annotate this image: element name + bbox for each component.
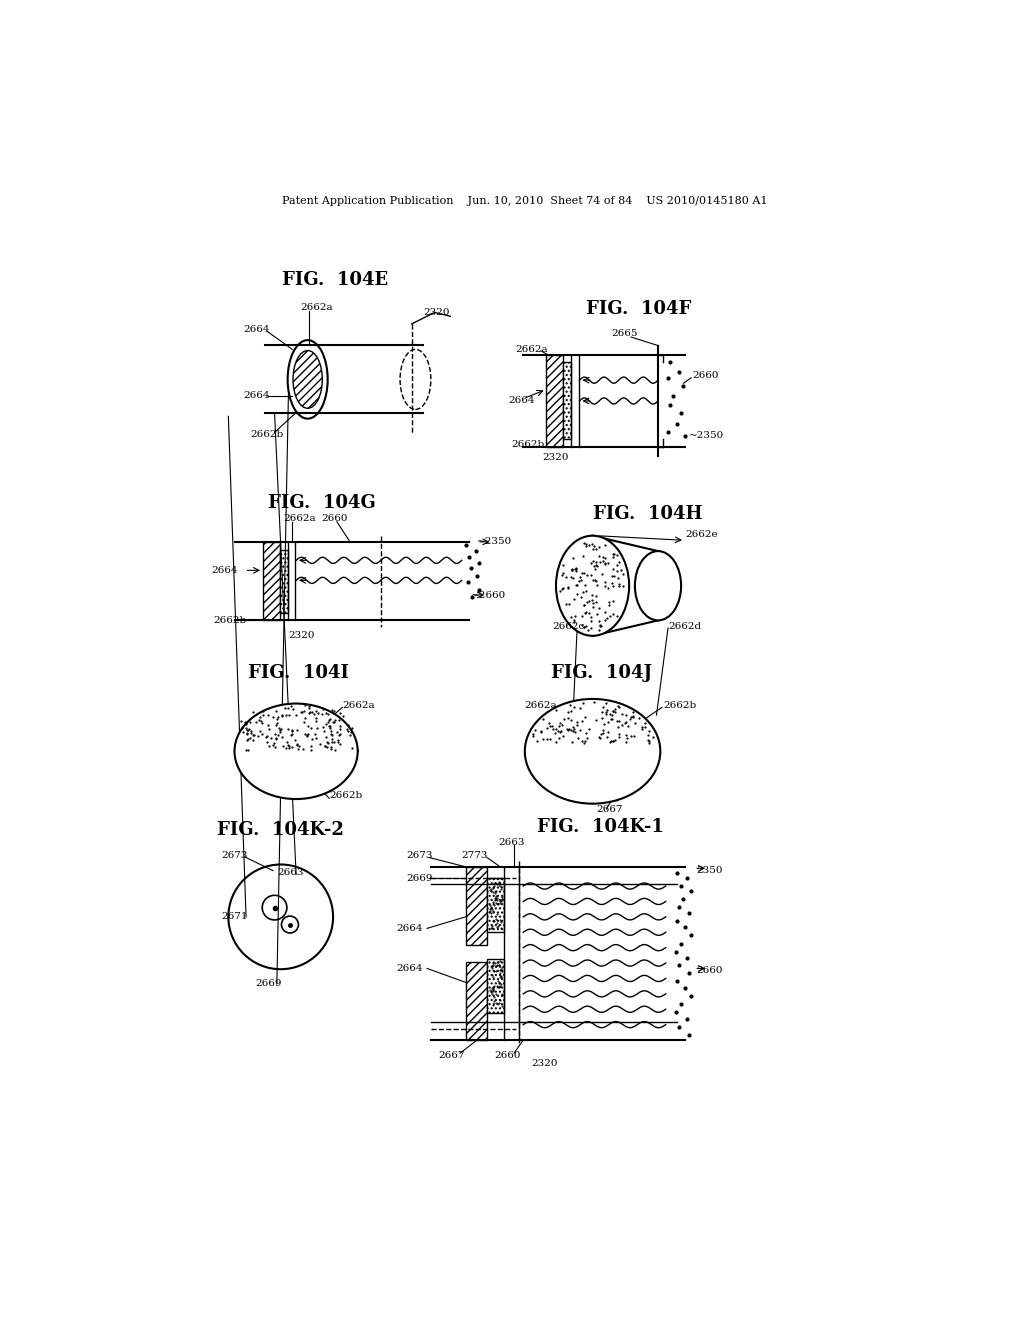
Text: 2662a: 2662a	[342, 701, 375, 710]
Text: 2660: 2660	[692, 371, 719, 380]
Ellipse shape	[524, 700, 660, 804]
Text: 2663: 2663	[276, 869, 303, 878]
Text: 2673: 2673	[221, 851, 248, 859]
Text: Patent Application Publication    Jun. 10, 2010  Sheet 74 of 84    US 2010/01451: Patent Application Publication Jun. 10, …	[282, 195, 768, 206]
Text: 2662c: 2662c	[553, 622, 585, 631]
Text: 2773: 2773	[462, 851, 488, 859]
Text: FIG.  104J: FIG. 104J	[551, 664, 652, 681]
Text: 2350: 2350	[696, 866, 723, 875]
Text: FIG.  104I: FIG. 104I	[248, 664, 349, 681]
Bar	[466, 961, 487, 1040]
Text: 2660: 2660	[696, 966, 723, 975]
Text: FIG.  104F: FIG. 104F	[586, 300, 691, 318]
Text: 2662b: 2662b	[250, 429, 284, 438]
Text: 2320: 2320	[289, 631, 315, 640]
Text: 2664: 2664	[244, 325, 270, 334]
Text: 2320: 2320	[543, 453, 569, 462]
Text: 2662b: 2662b	[330, 792, 362, 800]
Text: FIG.  104K-1: FIG. 104K-1	[537, 818, 664, 836]
Text: 2664: 2664	[508, 396, 535, 405]
Text: 2663: 2663	[499, 838, 525, 846]
Text: 2673: 2673	[407, 851, 433, 859]
Text: 2667: 2667	[438, 1051, 465, 1060]
Text: 2660: 2660	[494, 1051, 520, 1060]
Bar	[466, 867, 487, 945]
Text: 2671: 2671	[221, 912, 248, 921]
Text: 2662d: 2662d	[668, 622, 701, 631]
Text: 2664: 2664	[211, 566, 238, 574]
Text: FIG.  104G: FIG. 104G	[267, 495, 376, 512]
Bar	[263, 543, 280, 620]
Text: 2662a: 2662a	[283, 515, 315, 523]
Text: 2667: 2667	[596, 805, 623, 813]
Text: ~2350: ~2350	[477, 537, 512, 546]
Text: 2662a: 2662a	[524, 701, 557, 710]
Text: 2662b: 2662b	[214, 616, 247, 624]
Ellipse shape	[293, 351, 323, 408]
Text: FIG.  104H: FIG. 104H	[593, 506, 702, 523]
Text: FIG.  104E: FIG. 104E	[282, 271, 388, 289]
Text: 2662a: 2662a	[515, 345, 548, 354]
Text: 2669: 2669	[407, 874, 433, 883]
Text: 2669: 2669	[255, 979, 282, 989]
Text: 2320: 2320	[423, 308, 450, 317]
Ellipse shape	[234, 704, 357, 799]
Text: FIG.  104K-2: FIG. 104K-2	[217, 821, 344, 838]
Ellipse shape	[556, 536, 629, 636]
Text: 2662b: 2662b	[512, 441, 545, 449]
Bar	[563, 363, 571, 440]
Bar	[487, 960, 504, 1014]
Text: 2664: 2664	[244, 391, 270, 400]
Text: 2664: 2664	[396, 924, 423, 933]
Text: 2665: 2665	[611, 330, 638, 338]
Bar	[280, 549, 288, 612]
Text: ~2350: ~2350	[689, 432, 724, 440]
Text: 2320: 2320	[531, 1059, 557, 1068]
Text: ~2660: ~2660	[471, 591, 506, 601]
Text: 2664: 2664	[396, 964, 423, 973]
Bar	[547, 355, 563, 447]
Text: 2662b: 2662b	[664, 701, 696, 710]
Bar	[487, 878, 504, 932]
Text: 2662a: 2662a	[300, 302, 333, 312]
Text: 2662e: 2662e	[685, 529, 718, 539]
Text: 2660: 2660	[322, 515, 348, 523]
Ellipse shape	[635, 552, 681, 620]
